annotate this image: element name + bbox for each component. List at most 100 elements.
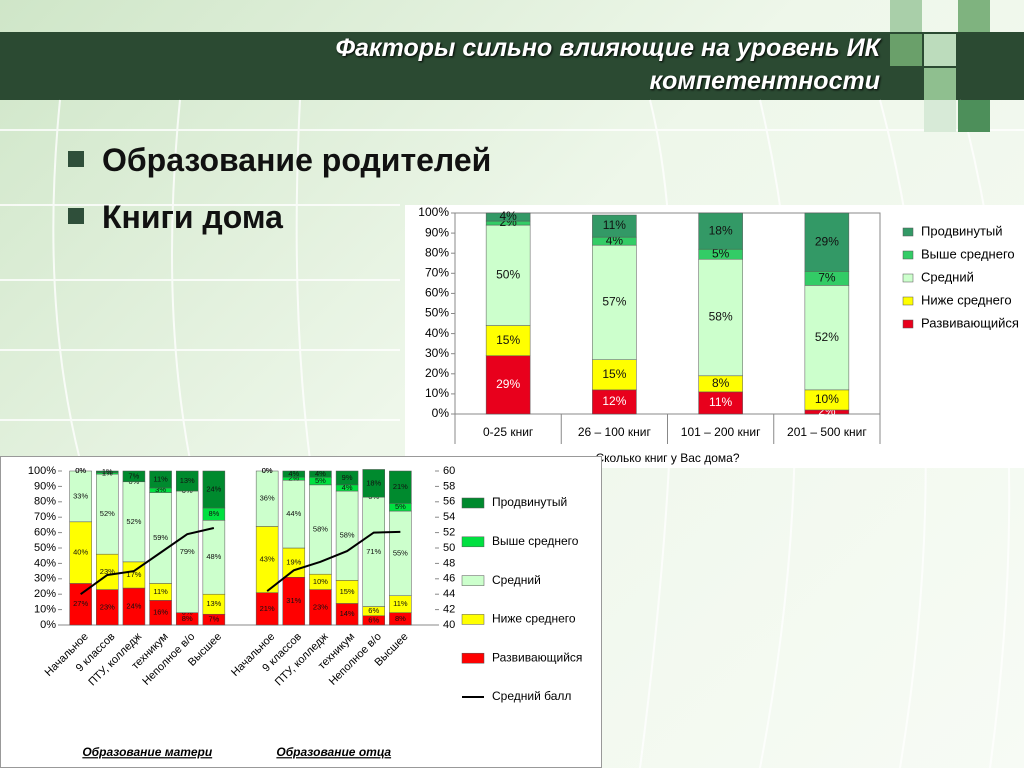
value-label: 6%: [368, 615, 379, 624]
bar-segment: [255, 470, 279, 527]
y-tick-label: 70%: [425, 265, 449, 279]
y-tick-label: 40%: [34, 557, 56, 569]
y2-tick-label: 46: [443, 573, 455, 585]
value-label: 17%: [126, 570, 141, 579]
value-label: 3%: [155, 485, 166, 494]
y2-tick-label: 52: [443, 527, 455, 539]
y-tick-label: 80%: [34, 496, 56, 508]
value-label: 36%: [260, 494, 275, 503]
legend-label: Ниже среднего: [921, 292, 1012, 307]
legend-label: Средний балл: [492, 689, 571, 703]
y-tick-label: 70%: [34, 511, 56, 523]
value-label: 0%: [75, 466, 86, 475]
legend-label: Развивающийся: [492, 650, 582, 664]
title-line: компетентности: [649, 67, 880, 95]
bar-segment: [592, 359, 637, 391]
legend-label: Продвинутый: [492, 495, 567, 509]
bar-segment: [485, 212, 531, 222]
legend-swatch: [461, 536, 485, 548]
bar-segment: [69, 470, 92, 523]
bar-segment: [804, 212, 850, 272]
value-label: 5%: [395, 502, 406, 511]
value-label: 11%: [393, 599, 408, 608]
value-label: 15%: [602, 367, 626, 381]
value-label: 58%: [313, 525, 328, 534]
y-tick-label: 30%: [34, 573, 56, 585]
value-label: 11%: [709, 395, 732, 409]
value-label: 11%: [153, 587, 168, 596]
y2-tick-label: 42: [443, 604, 455, 616]
x-tick-label: 26 – 100 книг: [578, 425, 652, 439]
value-label: 13%: [206, 599, 221, 608]
legend-swatch: [902, 319, 914, 329]
value-label: 13%: [180, 476, 195, 485]
y-tick-label: 0%: [432, 406, 450, 420]
legend-swatch: [461, 652, 485, 664]
value-label: 8%: [208, 509, 219, 518]
value-label: 58%: [340, 531, 355, 540]
bullet-marker: [68, 207, 84, 224]
group-label: Образование отца: [276, 745, 391, 759]
bar-segment: [282, 470, 306, 478]
bullet-text: Образование родителей: [102, 142, 492, 178]
value-label: 7%: [129, 471, 140, 480]
value-label: 27%: [73, 599, 88, 608]
value-label: 29%: [815, 234, 839, 248]
title-bar: [0, 32, 1024, 100]
value-label: 0%: [262, 466, 273, 475]
y-tick-label: 20%: [425, 366, 449, 380]
value-label: 8%: [712, 376, 730, 390]
y-tick-label: 30%: [425, 346, 449, 360]
value-label: 4%: [499, 209, 517, 223]
value-label: 48%: [206, 552, 221, 561]
value-label: 33%: [73, 491, 88, 500]
bar-segment: [698, 212, 743, 250]
education-chart: 0% 10% 20% 30% 40% 50% 60% 70% 80% 90% 100% 40 42 44 4…: [0, 456, 602, 768]
bar-segment: [592, 244, 637, 360]
value-label: 31%: [286, 596, 301, 605]
y-tick-label: 10%: [425, 386, 449, 400]
y2-tick-label: 44: [443, 588, 455, 600]
x-tick-label: 201 – 500 книг: [787, 425, 867, 439]
value-label: 18%: [366, 478, 381, 487]
legend-label: Средний: [921, 269, 974, 284]
value-label: 43%: [260, 555, 275, 564]
value-label: 2%: [288, 474, 299, 483]
y-tick-label: 100%: [418, 205, 449, 219]
bar-segment: [592, 389, 637, 415]
y-tick-label: 80%: [425, 245, 449, 259]
value-label: 24%: [126, 602, 141, 611]
y-tick-label: 50%: [425, 306, 449, 320]
value-label: 15%: [340, 587, 355, 596]
value-label: 24%: [206, 484, 221, 493]
decor-squares: [890, 0, 1024, 132]
legend-swatch: [902, 227, 914, 237]
value-label: 1%: [102, 468, 113, 477]
value-label: 52%: [126, 517, 141, 526]
bar-segment: [362, 469, 385, 498]
y-tick-label: 10%: [34, 604, 56, 616]
legend-label: Развивающийся: [921, 315, 1019, 330]
value-label: 23%: [100, 602, 115, 611]
legend-label: Средний: [492, 573, 541, 587]
bar-segment: [592, 214, 637, 238]
value-label: 4%: [342, 483, 353, 492]
bar-segment: [389, 470, 412, 504]
legend-label: Продвинутый: [921, 223, 1003, 238]
bar-segment: [485, 224, 531, 326]
legend-swatch: [902, 273, 914, 283]
value-label: 11%: [603, 218, 626, 232]
value-label: 57%: [602, 295, 626, 309]
legend-label: Выше среднего: [492, 534, 579, 548]
value-label: 52%: [815, 330, 839, 344]
legend-swatch: [902, 250, 914, 260]
value-label: 79%: [180, 547, 195, 556]
value-label: 18%: [709, 223, 733, 237]
y-tick-label: 20%: [34, 588, 56, 600]
value-label: 21%: [260, 604, 275, 613]
y2-tick-label: 58: [443, 480, 455, 492]
value-label: 19%: [286, 558, 301, 567]
legend-swatch: [461, 614, 485, 625]
books-chart: 0% 10% 20% 30% 40% 50% 60% 70% 80% 90% 100% 29% 12% 1…: [405, 205, 1024, 468]
